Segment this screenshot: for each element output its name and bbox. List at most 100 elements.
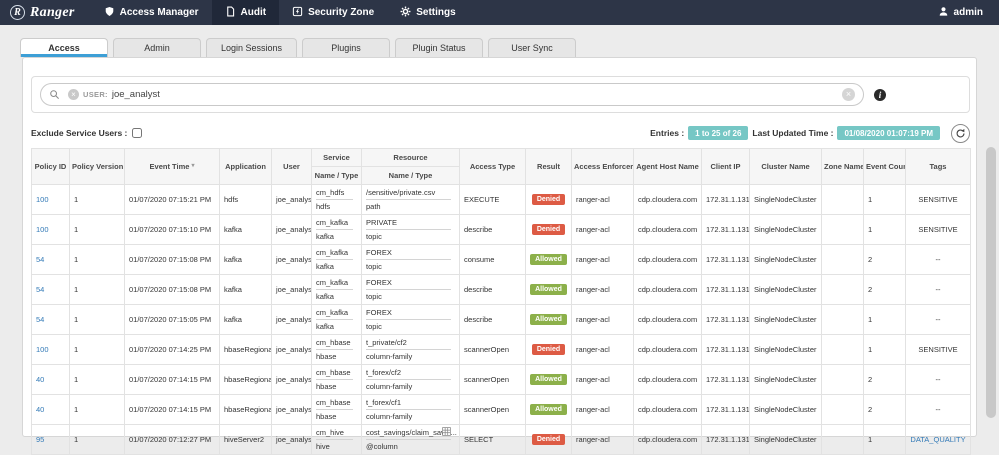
application-cell: hdfs [220, 185, 272, 215]
tab-access[interactable]: Access [20, 38, 108, 57]
policy-id-link[interactable]: 100 [36, 225, 49, 234]
access-enforcer-cell: ranger-acl [572, 395, 634, 425]
col-result: Result [526, 149, 572, 185]
event-count-cell: 1 [864, 185, 906, 215]
clear-search-icon[interactable]: × [842, 88, 855, 101]
refresh-button[interactable] [951, 124, 970, 143]
service-type: hive [316, 442, 357, 451]
tags-value: -- [936, 255, 941, 264]
event-time-cell: 01/07/2020 07:15:05 PM [125, 305, 220, 335]
agent-host-cell: cdp.cloudera.com [634, 395, 702, 425]
col-resource-group: Resource [362, 149, 460, 167]
application-cell: kafka [220, 245, 272, 275]
agent-host-cell: cdp.cloudera.com [634, 365, 702, 395]
zone-cell [822, 215, 864, 245]
policy-id-link[interactable]: 100 [36, 195, 49, 204]
zone-cell [822, 185, 864, 215]
cluster-cell: SingleNodeCluster [750, 215, 822, 245]
service-name: cm_kafka [316, 278, 353, 290]
service-cell: cm_hbase hbase [312, 365, 362, 395]
col-client-ip: Client IP [702, 149, 750, 185]
policy-version-cell: 1 [70, 245, 125, 275]
tab-admin[interactable]: Admin [113, 38, 201, 57]
service-name: cm_kafka [316, 248, 353, 260]
agent-host-cell: cdp.cloudera.com [634, 275, 702, 305]
exclude-service-users-checkbox[interactable] [132, 128, 142, 138]
event-count-cell: 2 [864, 365, 906, 395]
user-cell: joe_analyst [272, 425, 312, 455]
service-type: hbase [316, 352, 357, 361]
user-cell: joe_analyst [272, 365, 312, 395]
table-row: 100 1 01/07/2020 07:15:21 PM hdfs joe_an… [32, 185, 971, 215]
application-cell: hbaseRegional [220, 365, 272, 395]
service-cell: cm_kafka kafka [312, 305, 362, 335]
access-type-cell: scannerOpen [460, 335, 526, 365]
event-time-cell: 01/07/2020 07:15:21 PM [125, 185, 220, 215]
access-type-cell: describe [460, 305, 526, 335]
exclude-service-users: Exclude Service Users : [31, 128, 142, 138]
result-badge: Denied [532, 434, 565, 445]
table-row: 40 1 01/07/2020 07:14:15 PM hbaseRegiona… [32, 365, 971, 395]
entries-count-badge: 1 to 25 of 26 [688, 126, 748, 140]
policy-id-link[interactable]: 95 [36, 435, 44, 444]
search-input[interactable]: × USER: joe_analyst × [40, 83, 864, 106]
policy-id-link[interactable]: 40 [36, 405, 44, 414]
event-count-cell: 1 [864, 335, 906, 365]
client-ip-cell: 172.31.1.131 [702, 335, 750, 365]
result-badge: Allowed [530, 254, 567, 265]
service-type: kafka [316, 262, 357, 271]
ranger-brand[interactable]: R Ranger [0, 5, 91, 21]
vertical-scrollbar [985, 147, 997, 418]
service-cell: cm_hive hive [312, 425, 362, 455]
cluster-cell: SingleNodeCluster [750, 305, 822, 335]
policy-id-link[interactable]: 54 [36, 255, 44, 264]
chip-remove-icon[interactable]: × [68, 89, 79, 100]
resource-type: topic [366, 262, 455, 271]
menu-audit[interactable]: Audit [212, 0, 280, 25]
resource-type: @column [366, 442, 455, 451]
resource-type: path [366, 202, 455, 211]
col-event-time[interactable]: Event Time▾ [125, 149, 220, 185]
tab-plugin-status[interactable]: Plugin Status [395, 38, 483, 57]
policy-id-link[interactable]: 40 [36, 375, 44, 384]
filter-chip[interactable]: × USER: joe_analyst [68, 89, 160, 100]
resource-cell: t_private/cf2 column-family [362, 335, 460, 365]
tab-user-sync[interactable]: User Sync [488, 38, 576, 57]
menu-settings[interactable]: Settings [387, 0, 468, 25]
cluster-cell: SingleNodeCluster [750, 425, 822, 455]
resource-name: FOREX [366, 278, 392, 287]
scrollbar-thumb[interactable] [986, 147, 996, 418]
resource-detail-icon[interactable] [442, 427, 451, 438]
shield-icon [104, 6, 115, 20]
user-menu[interactable]: admin [938, 6, 999, 20]
col-cluster: Cluster Name [750, 149, 822, 185]
service-cell: cm_hbase hbase [312, 335, 362, 365]
tab-login-sessions[interactable]: Login Sessions [206, 38, 297, 57]
col-resource-name-type: Name / Type [362, 167, 460, 185]
refresh-icon [955, 128, 966, 139]
client-ip-cell: 172.31.1.131 [702, 185, 750, 215]
policy-id-link[interactable]: 54 [36, 315, 44, 324]
service-cell: cm_kafka kafka [312, 275, 362, 305]
menu-access-manager[interactable]: Access Manager [91, 0, 212, 25]
access-enforcer-cell: ranger-acl [572, 245, 634, 275]
access-enforcer-cell: ranger-acl [572, 335, 634, 365]
event-time-cell: 01/07/2020 07:15:10 PM [125, 215, 220, 245]
resource-name: FOREX [366, 248, 392, 257]
zone-icon [292, 6, 303, 20]
main-menu: Access Manager Audit Security Zone Setti… [91, 0, 469, 25]
service-name: cm_hbase [316, 398, 353, 410]
resource-cell: FOREX topic [362, 245, 460, 275]
event-time-cell: 01/07/2020 07:15:08 PM [125, 245, 220, 275]
policy-version-cell: 1 [70, 425, 125, 455]
info-icon[interactable]: i [874, 89, 886, 101]
policy-id-link[interactable]: 100 [36, 345, 49, 354]
application-cell: kafka [220, 275, 272, 305]
tags-value[interactable]: DATA_QUALITY [910, 435, 965, 444]
cluster-cell: SingleNodeCluster [750, 185, 822, 215]
resource-type: column-family [366, 352, 455, 361]
menu-security-zone[interactable]: Security Zone [279, 0, 387, 25]
policy-id-link[interactable]: 54 [36, 285, 44, 294]
agent-host-cell: cdp.cloudera.com [634, 305, 702, 335]
tab-plugins[interactable]: Plugins [302, 38, 390, 57]
